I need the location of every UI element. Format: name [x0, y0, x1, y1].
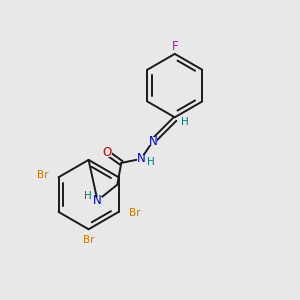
- Bar: [102, 149, 112, 157]
- Text: N: N: [137, 152, 146, 165]
- Text: F: F: [172, 40, 178, 53]
- Text: O: O: [103, 146, 112, 160]
- Bar: [148, 137, 158, 145]
- Text: H: H: [147, 157, 155, 167]
- Bar: [136, 155, 146, 163]
- Text: N: N: [148, 135, 157, 148]
- Text: Br: Br: [83, 235, 94, 245]
- Text: N: N: [93, 194, 102, 207]
- Text: H: H: [84, 190, 92, 201]
- Text: Br: Br: [37, 170, 48, 180]
- Text: H: H: [181, 117, 189, 127]
- Text: Br: Br: [129, 208, 140, 218]
- Bar: [93, 196, 102, 205]
